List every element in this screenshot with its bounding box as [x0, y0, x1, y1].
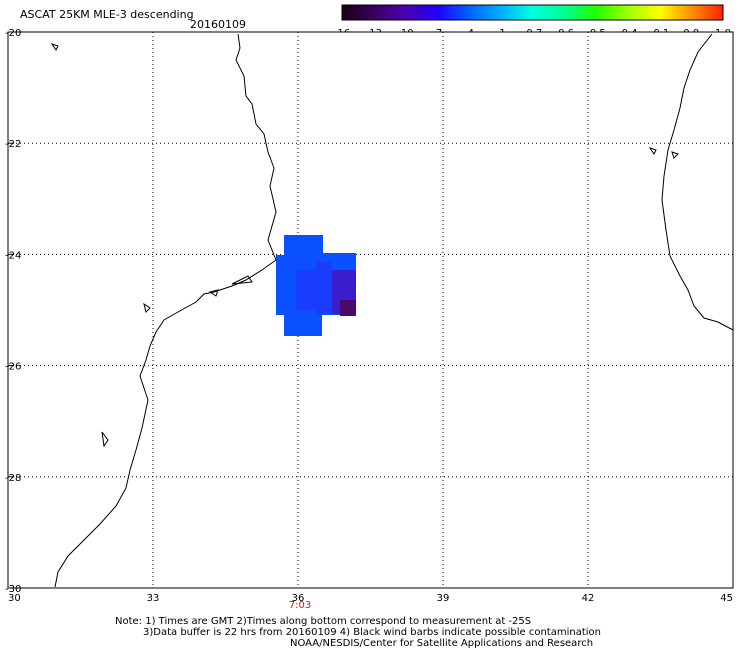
swath-cell: [296, 270, 316, 310]
footer-note-1: Note: 1) Times are GMT 2)Times along bot…: [115, 616, 532, 627]
coastline-island-5: [208, 289, 219, 297]
chart-title: ASCAT 25KM MLE-3 descending: [20, 8, 194, 21]
lon-label: 42: [582, 593, 595, 604]
coastline-island-1: [50, 43, 59, 51]
swath-cell: [284, 315, 322, 336]
lat-label: -24: [5, 250, 21, 261]
coastline-africa: [54, 33, 277, 588]
colorbar: [341, 4, 724, 21]
coastline-island-3: [143, 302, 151, 313]
swath-cell: [284, 235, 323, 255]
lat-label: -30: [5, 584, 21, 595]
lon-label: 33: [147, 593, 160, 604]
coastline: [50, 33, 734, 588]
lon-label: 39: [437, 593, 450, 604]
lon-label: 30: [8, 593, 21, 604]
coastline-island-4: [231, 275, 253, 285]
coastline-island-7: [671, 151, 679, 159]
lon-label: 36: [292, 593, 305, 604]
lon-label: 45: [720, 593, 733, 604]
swath-cell: [320, 253, 356, 263]
lat-label: -28: [5, 473, 21, 484]
footer-note-2: 3)Data buffer is 22 hrs from 20160109 4)…: [143, 627, 601, 638]
coastline-madagascar: [661, 33, 734, 331]
map-frame: [7, 31, 734, 589]
swath-cell: [340, 300, 356, 316]
footer-note-3: NOAA/NESDIS/Center for Satellite Applica…: [290, 638, 594, 649]
time-label: 7:03: [289, 600, 311, 611]
wind-swath: [276, 235, 356, 336]
coastline-island-2: [101, 431, 109, 448]
colorbar-gradient: [341, 4, 724, 21]
coastline-island-6: [648, 147, 657, 155]
longitude-labels: 30 33 36 39 42 45: [8, 593, 733, 604]
date-label: 20160109: [190, 18, 246, 31]
swath-cell: [316, 262, 332, 314]
lat-label: -26: [5, 362, 21, 373]
lat-label: -20: [5, 28, 21, 39]
latitude-labels: -20 -22 -24 -26 -28 -30: [5, 28, 21, 595]
lat-label: -22: [5, 139, 21, 150]
